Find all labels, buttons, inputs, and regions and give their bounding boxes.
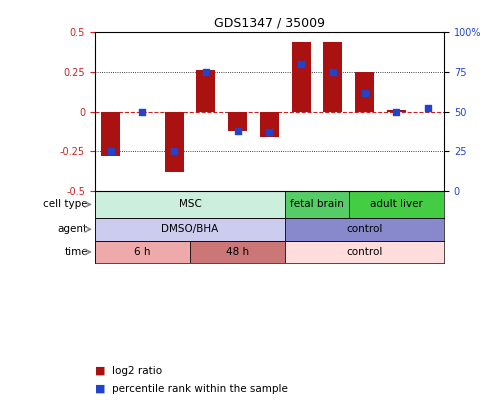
- Bar: [190, 241, 285, 263]
- Bar: [165, 112, 184, 172]
- Text: control: control: [346, 247, 383, 257]
- Point: [138, 109, 146, 115]
- Point: [424, 105, 432, 112]
- Point: [107, 148, 115, 154]
- Bar: [387, 110, 406, 112]
- Text: 48 h: 48 h: [226, 247, 250, 257]
- Text: control: control: [346, 224, 383, 234]
- Text: MSC: MSC: [179, 199, 202, 209]
- Text: adult liver: adult liver: [370, 199, 423, 209]
- Text: log2 ratio: log2 ratio: [112, 366, 162, 375]
- Text: fetal brain: fetal brain: [290, 199, 344, 209]
- Bar: [355, 72, 374, 112]
- Bar: [292, 42, 311, 112]
- Point: [329, 69, 337, 75]
- Bar: [197, 70, 216, 112]
- Point: [297, 61, 305, 67]
- Bar: [95, 191, 285, 218]
- Text: 6 h: 6 h: [134, 247, 151, 257]
- Bar: [101, 112, 120, 156]
- Text: DMSO/BHA: DMSO/BHA: [162, 224, 219, 234]
- Bar: [260, 112, 279, 137]
- Text: time: time: [64, 247, 88, 257]
- Text: ■: ■: [95, 384, 105, 394]
- Text: agent: agent: [58, 224, 88, 234]
- Point: [202, 69, 210, 75]
- Point: [361, 90, 369, 96]
- Title: GDS1347 / 35009: GDS1347 / 35009: [214, 17, 325, 30]
- Bar: [228, 112, 247, 131]
- Bar: [349, 191, 444, 218]
- Point: [170, 148, 178, 154]
- Text: ■: ■: [95, 366, 105, 375]
- Bar: [95, 241, 190, 263]
- Bar: [285, 218, 444, 241]
- Text: cell type: cell type: [43, 199, 88, 209]
- Point: [234, 128, 242, 134]
- Bar: [323, 42, 342, 112]
- Bar: [285, 191, 349, 218]
- Point: [265, 129, 273, 135]
- Bar: [95, 218, 285, 241]
- Text: percentile rank within the sample: percentile rank within the sample: [112, 384, 288, 394]
- Point: [393, 109, 401, 115]
- Bar: [285, 241, 444, 263]
